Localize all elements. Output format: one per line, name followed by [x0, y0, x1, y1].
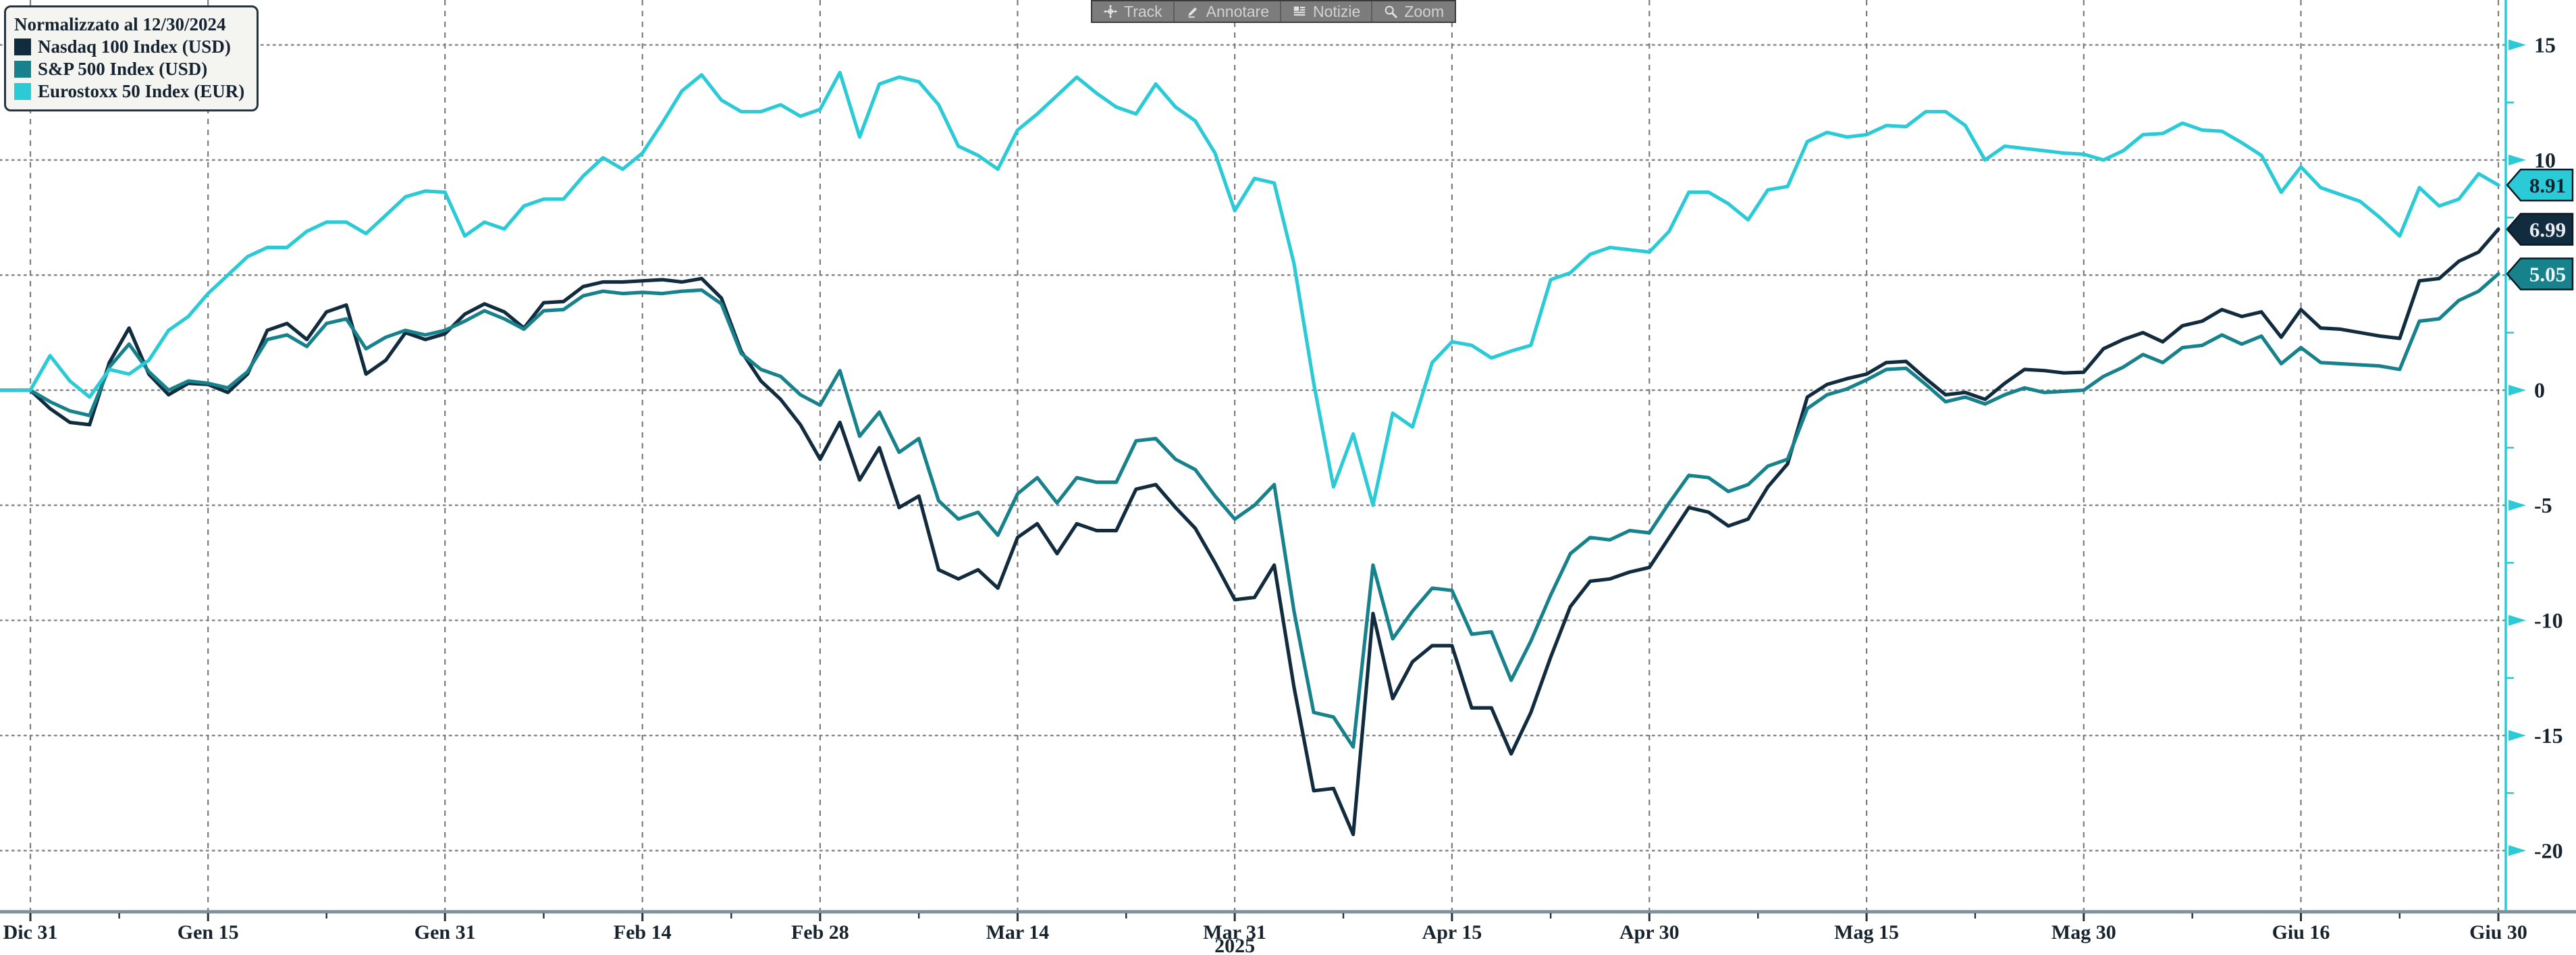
x-axis-label: Mag 30	[2051, 921, 2116, 944]
annotate-pencil-icon	[1188, 7, 1197, 18]
news-button-label: Notizie	[1313, 2, 1361, 20]
legend-item-sp500[interactable]: S&P 500 Index (USD)	[14, 58, 244, 80]
last-value-badge	[2506, 168, 2574, 202]
x-axis-label: Mar 14	[986, 921, 1050, 944]
last-value-badge-label: 5.05	[2529, 263, 2566, 286]
legend-item-label: Nasdaq 100 Index (USD)	[38, 36, 231, 57]
x-axis-label: Dic 31	[3, 921, 58, 944]
zoom-magnifier-icon	[1385, 5, 1397, 18]
news-button[interactable]: Notizie	[1281, 1, 1373, 22]
x-axis-label: Apr 30	[1619, 921, 1680, 944]
x-axis-label: Mag 15	[1834, 921, 1899, 944]
x-axis-label: Apr 15	[1422, 921, 1482, 944]
chart-toolbar: Track Annotare Notizie Zoom	[1091, 0, 1457, 23]
x-axis-label: Giu 30	[2469, 921, 2527, 944]
track-button[interactable]: Track	[1092, 1, 1175, 22]
last-value-badge-label: 8.91	[2529, 174, 2566, 197]
x-axis-label: Feb 28	[791, 921, 849, 944]
x-axis-label: Feb 14	[614, 921, 672, 944]
y-axis-tick-arrow-icon	[2508, 39, 2526, 51]
series-line-s&p	[0, 272, 2500, 749]
track-button-label: Track	[1124, 2, 1162, 20]
y-axis-label: -10	[2534, 609, 2563, 633]
y-axis-label: -20	[2534, 838, 2563, 862]
annotate-button[interactable]: Annotare	[1175, 1, 1282, 22]
legend-item-eurostoxx[interactable]: Eurostoxx 50 Index (EUR)	[14, 80, 244, 103]
last-value-badge-label: 6.99	[2529, 218, 2566, 242]
y-axis-label: -15	[2534, 723, 2563, 748]
y-axis-tick-arrow-icon	[2508, 500, 2526, 511]
y-axis-label: 10	[2534, 148, 2556, 172]
y-axis-tick-arrow-icon	[2508, 730, 2526, 741]
last-value-badge	[2506, 257, 2574, 290]
x-axis-label: Giu 16	[2272, 921, 2330, 944]
series-line-nasdaq	[0, 227, 2500, 837]
series-line-eurostoxx	[0, 70, 2500, 507]
annotate-button-label: Annotare	[1206, 2, 1270, 20]
legend-item-label: S&P 500 Index (USD)	[38, 59, 208, 79]
x-axis-label: Mar 31	[1203, 921, 1266, 944]
chart-legend: Normalizzato al 12/30/2024 Nasdaq 100 In…	[4, 5, 259, 111]
zoom-button[interactable]: Zoom	[1372, 1, 1455, 22]
y-axis-tick-arrow-icon	[2508, 845, 2526, 856]
y-axis-tick-arrow-icon	[2508, 384, 2526, 396]
zoom-button-label: Zoom	[1404, 2, 1445, 20]
y-axis-tick-arrow-icon	[2508, 154, 2526, 165]
legend-item-nasdaq[interactable]: Nasdaq 100 Index (USD)	[14, 36, 244, 58]
last-value-badge	[2506, 213, 2574, 246]
track-crosshair-icon	[1103, 4, 1118, 19]
y-axis-label: 0	[2534, 378, 2545, 403]
x-axis-year-label: 2025	[1214, 935, 1255, 955]
sp500-color-swatch-icon	[14, 61, 31, 78]
y-axis-label: -5	[2534, 493, 2552, 517]
y-axis-tick-arrow-icon	[2508, 615, 2526, 626]
nasdaq-color-swatch-icon	[14, 38, 31, 55]
x-axis-label: Gen 31	[414, 921, 476, 944]
legend-title: Normalizzato al 12/30/2024	[14, 14, 226, 34]
news-list-icon	[1293, 6, 1306, 16]
y-axis-label: 15	[2534, 33, 2556, 57]
eurostoxx-color-swatch-icon	[14, 83, 31, 100]
legend-item-label: Eurostoxx 50 Index (EUR)	[38, 81, 245, 101]
x-axis-label: Gen 15	[178, 921, 239, 944]
